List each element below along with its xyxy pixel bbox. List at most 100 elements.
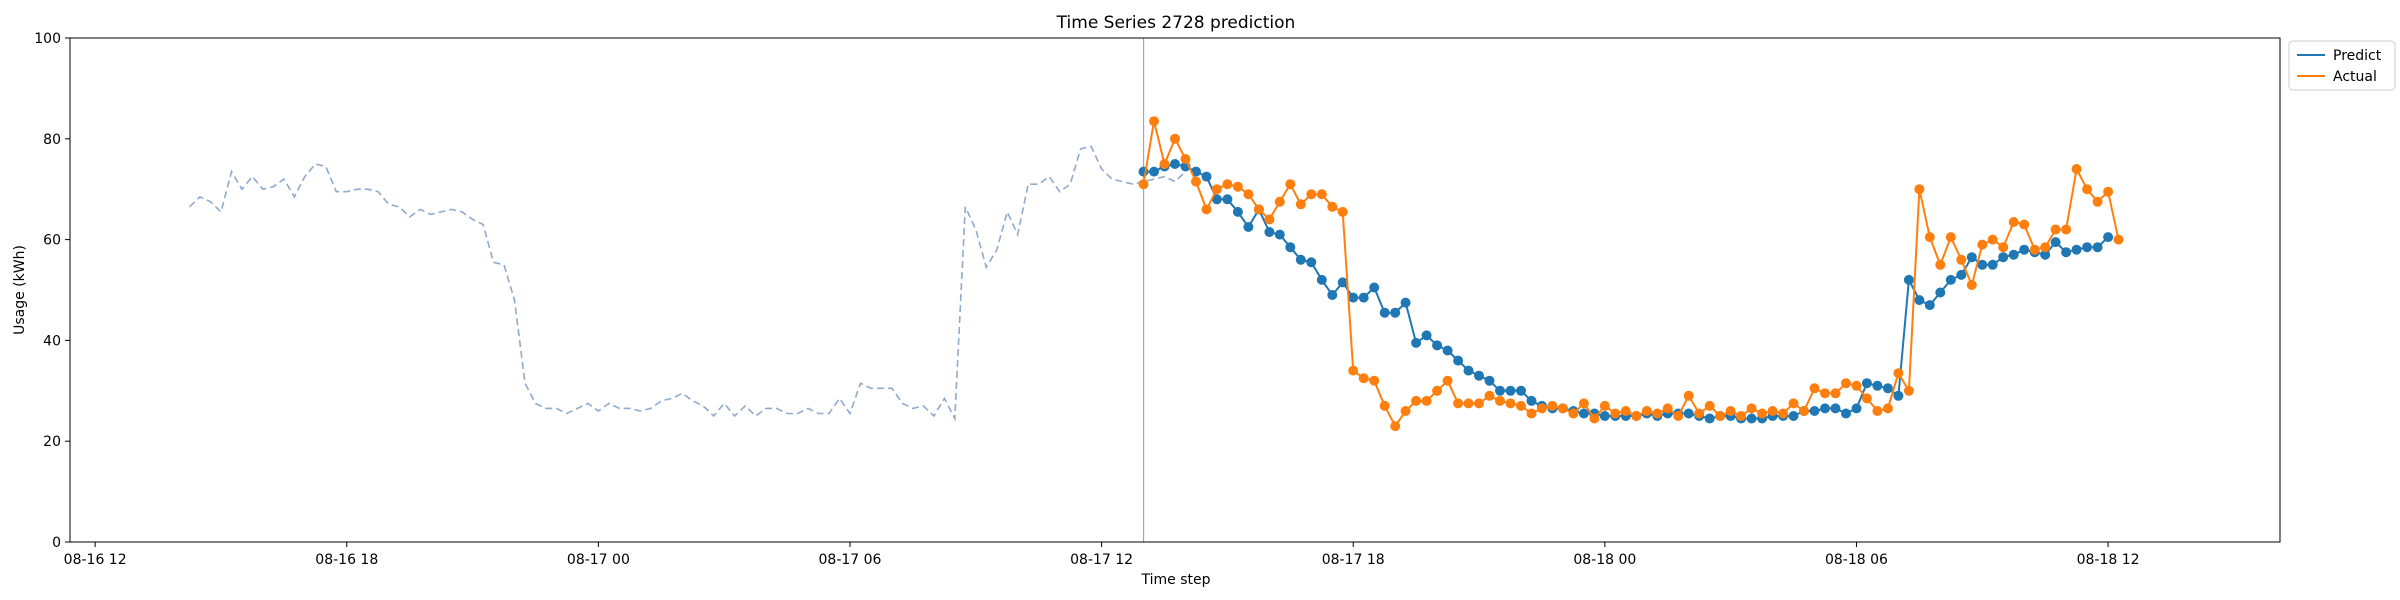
axes-frame bbox=[69, 37, 2281, 543]
y-tick-label: 100 bbox=[34, 31, 61, 47]
point-predict bbox=[1861, 378, 1872, 389]
legend: Predict Actual bbox=[2288, 40, 2396, 91]
point-predict bbox=[1411, 337, 1422, 348]
point-actual bbox=[1631, 411, 1642, 421]
x-tick-label: 08-18 06 bbox=[1825, 552, 1888, 568]
point-actual bbox=[1170, 133, 1180, 144]
x-tick-label: 08-17 06 bbox=[819, 552, 882, 568]
point-predict bbox=[1914, 295, 1925, 306]
point-actual bbox=[2082, 184, 2093, 195]
point-predict bbox=[2019, 244, 2030, 255]
point-predict bbox=[1170, 159, 1180, 169]
point-actual bbox=[1757, 408, 1768, 419]
legend-label-actual: Actual bbox=[2333, 69, 2377, 85]
point-actual bbox=[1453, 398, 1464, 409]
point-actual bbox=[1306, 189, 1317, 200]
point-predict bbox=[1201, 171, 1212, 182]
point-actual bbox=[1159, 159, 1170, 169]
point-actual bbox=[1977, 239, 1988, 250]
series-predict bbox=[1138, 159, 2114, 424]
point-actual bbox=[1694, 408, 1705, 419]
y-tick-label: 20 bbox=[43, 434, 61, 450]
point-actual bbox=[1421, 395, 1432, 406]
point-actual bbox=[1547, 400, 1558, 411]
point-actual bbox=[1945, 232, 1956, 243]
point-predict bbox=[1222, 194, 1233, 205]
point-predict bbox=[1295, 254, 1306, 265]
point-actual bbox=[1788, 398, 1799, 409]
x-tick-label: 08-18 12 bbox=[2077, 552, 2140, 568]
point-actual bbox=[1820, 388, 1830, 399]
point-predict bbox=[1516, 385, 1526, 396]
point-actual bbox=[1599, 400, 1610, 411]
point-predict bbox=[1285, 242, 1296, 253]
point-actual bbox=[1767, 406, 1778, 416]
series-line-actual bbox=[1142, 120, 2120, 429]
point-actual bbox=[1264, 214, 1275, 225]
point-actual bbox=[1893, 368, 1904, 379]
point-predict bbox=[1453, 355, 1464, 366]
point-actual bbox=[1295, 199, 1306, 210]
point-predict bbox=[2061, 247, 2072, 258]
x-tick-label: 08-17 18 bbox=[1322, 552, 1385, 568]
point-actual bbox=[1568, 408, 1579, 419]
point-predict bbox=[1882, 383, 1893, 394]
point-actual bbox=[1736, 411, 1747, 421]
point-actual bbox=[1851, 380, 1862, 391]
point-actual bbox=[2019, 219, 2030, 230]
point-actual bbox=[1620, 406, 1631, 416]
plot-area bbox=[188, 38, 2124, 542]
point-predict bbox=[1484, 375, 1495, 386]
point-predict bbox=[1851, 403, 1862, 414]
point-predict bbox=[1841, 408, 1851, 419]
point-actual bbox=[1400, 406, 1411, 416]
point-predict bbox=[1442, 345, 1453, 356]
point-actual bbox=[1610, 408, 1621, 419]
point-predict bbox=[2040, 249, 2051, 260]
point-actual bbox=[1704, 400, 1715, 411]
point-predict bbox=[1903, 274, 1914, 285]
point-actual bbox=[1285, 179, 1296, 190]
point-predict bbox=[1704, 413, 1715, 424]
point-predict bbox=[1526, 395, 1537, 406]
point-predict bbox=[1348, 292, 1359, 303]
point-actual bbox=[2050, 224, 2061, 235]
point-actual bbox=[1966, 280, 1977, 290]
point-actual bbox=[1673, 411, 1684, 421]
point-actual bbox=[1495, 395, 1505, 406]
point-actual bbox=[1516, 400, 1526, 411]
x-tick-label: 08-16 18 bbox=[315, 552, 378, 568]
point-actual bbox=[1149, 116, 1159, 127]
point-actual bbox=[1809, 383, 1820, 394]
point-predict bbox=[1432, 340, 1443, 351]
legend-frame bbox=[2288, 40, 2396, 91]
point-predict bbox=[1945, 274, 1956, 285]
point-predict bbox=[2082, 242, 2093, 253]
point-actual bbox=[1872, 406, 1883, 416]
y-axis: 0 20 40 60 80 100 bbox=[34, 31, 70, 551]
point-predict bbox=[1830, 403, 1841, 414]
point-actual bbox=[1180, 154, 1191, 164]
point-actual bbox=[2040, 242, 2051, 253]
series-actual bbox=[1138, 116, 2124, 432]
point-actual bbox=[1474, 398, 1484, 409]
point-predict bbox=[1463, 365, 1474, 376]
point-actual bbox=[1882, 403, 1893, 414]
point-actual bbox=[1662, 403, 1673, 414]
point-actual bbox=[1442, 375, 1453, 386]
point-actual bbox=[1725, 406, 1736, 416]
point-actual bbox=[1274, 196, 1285, 207]
point-actual bbox=[1830, 388, 1841, 399]
point-actual bbox=[1348, 365, 1359, 376]
point-actual bbox=[1379, 400, 1390, 411]
point-predict bbox=[1820, 403, 1830, 414]
point-actual bbox=[2061, 224, 2072, 235]
point-actual bbox=[1201, 204, 1212, 215]
point-actual bbox=[1578, 398, 1589, 409]
point-predict bbox=[1369, 282, 1380, 293]
point-actual bbox=[1411, 395, 1422, 406]
point-predict bbox=[1379, 307, 1390, 318]
point-predict bbox=[2071, 244, 2082, 255]
point-actual bbox=[1536, 403, 1547, 414]
